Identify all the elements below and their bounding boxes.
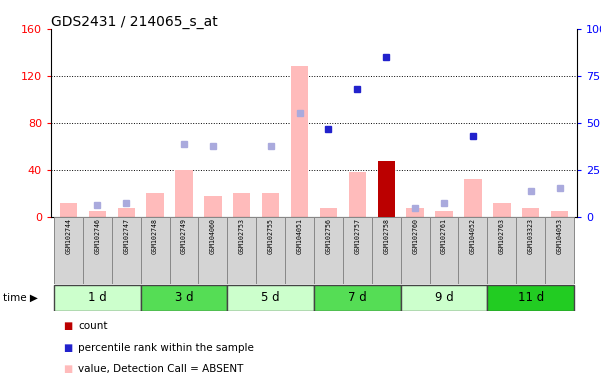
Text: GSM104052: GSM104052 bbox=[470, 218, 476, 254]
FancyBboxPatch shape bbox=[141, 217, 169, 284]
Text: ■: ■ bbox=[63, 364, 72, 374]
FancyBboxPatch shape bbox=[169, 217, 198, 284]
Text: value, Detection Call = ABSENT: value, Detection Call = ABSENT bbox=[78, 364, 243, 374]
Text: 9 d: 9 d bbox=[435, 291, 453, 304]
Text: GSM103323: GSM103323 bbox=[528, 218, 534, 254]
Bar bbox=[262, 194, 279, 217]
Text: GSM102761: GSM102761 bbox=[441, 218, 447, 254]
Text: GSM102760: GSM102760 bbox=[412, 218, 418, 254]
FancyBboxPatch shape bbox=[314, 285, 401, 311]
Bar bbox=[233, 194, 251, 217]
FancyBboxPatch shape bbox=[141, 285, 227, 311]
Bar bbox=[291, 66, 308, 217]
Text: 3 d: 3 d bbox=[175, 291, 194, 304]
Text: GSM104051: GSM104051 bbox=[296, 218, 302, 254]
Bar bbox=[435, 211, 453, 217]
Text: GSM102756: GSM102756 bbox=[326, 218, 332, 254]
Text: percentile rank within the sample: percentile rank within the sample bbox=[78, 343, 254, 353]
FancyBboxPatch shape bbox=[401, 285, 487, 311]
Bar bbox=[464, 179, 481, 217]
FancyBboxPatch shape bbox=[112, 217, 141, 284]
Bar bbox=[320, 208, 337, 217]
Bar bbox=[118, 208, 135, 217]
Text: ■: ■ bbox=[63, 343, 72, 353]
FancyBboxPatch shape bbox=[372, 217, 401, 284]
Text: GSM102749: GSM102749 bbox=[181, 218, 187, 254]
FancyBboxPatch shape bbox=[285, 217, 314, 284]
FancyBboxPatch shape bbox=[430, 217, 459, 284]
FancyBboxPatch shape bbox=[516, 217, 545, 284]
Bar bbox=[147, 194, 163, 217]
Bar bbox=[59, 203, 77, 217]
Text: count: count bbox=[78, 321, 108, 331]
Text: GSM102755: GSM102755 bbox=[267, 218, 273, 254]
Bar bbox=[204, 196, 222, 217]
Text: 7 d: 7 d bbox=[348, 291, 367, 304]
Bar bbox=[175, 170, 193, 217]
Text: GSM102763: GSM102763 bbox=[499, 218, 505, 254]
FancyBboxPatch shape bbox=[343, 217, 372, 284]
FancyBboxPatch shape bbox=[487, 285, 574, 311]
Text: GSM102748: GSM102748 bbox=[152, 218, 158, 254]
FancyBboxPatch shape bbox=[401, 217, 430, 284]
Bar bbox=[493, 203, 510, 217]
Text: 5 d: 5 d bbox=[261, 291, 280, 304]
Text: 11 d: 11 d bbox=[517, 291, 544, 304]
FancyBboxPatch shape bbox=[459, 217, 487, 284]
FancyBboxPatch shape bbox=[314, 217, 343, 284]
Text: GSM104060: GSM104060 bbox=[210, 218, 216, 254]
Bar bbox=[88, 211, 106, 217]
FancyBboxPatch shape bbox=[227, 217, 256, 284]
FancyBboxPatch shape bbox=[54, 217, 83, 284]
Text: GSM102757: GSM102757 bbox=[355, 218, 361, 254]
FancyBboxPatch shape bbox=[545, 217, 574, 284]
Bar bbox=[406, 208, 424, 217]
Text: time ▶: time ▶ bbox=[3, 293, 38, 303]
FancyBboxPatch shape bbox=[487, 217, 516, 284]
Text: GSM102746: GSM102746 bbox=[94, 218, 100, 254]
Text: 1 d: 1 d bbox=[88, 291, 107, 304]
FancyBboxPatch shape bbox=[83, 217, 112, 284]
Bar bbox=[377, 161, 395, 217]
Text: GSM102753: GSM102753 bbox=[239, 218, 245, 254]
FancyBboxPatch shape bbox=[54, 285, 141, 311]
Text: GDS2431 / 214065_s_at: GDS2431 / 214065_s_at bbox=[51, 15, 218, 29]
FancyBboxPatch shape bbox=[256, 217, 285, 284]
Bar bbox=[349, 172, 366, 217]
Text: GSM102747: GSM102747 bbox=[123, 218, 129, 254]
Text: GSM104053: GSM104053 bbox=[557, 218, 563, 254]
Bar bbox=[377, 161, 395, 217]
FancyBboxPatch shape bbox=[198, 217, 227, 284]
Text: GSM102758: GSM102758 bbox=[383, 218, 389, 254]
Bar bbox=[551, 211, 569, 217]
Text: ■: ■ bbox=[63, 321, 72, 331]
Bar bbox=[522, 208, 539, 217]
Text: GSM102744: GSM102744 bbox=[66, 218, 72, 254]
FancyBboxPatch shape bbox=[227, 285, 314, 311]
